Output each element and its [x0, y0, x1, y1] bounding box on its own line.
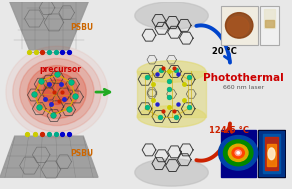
Ellipse shape [227, 17, 249, 36]
Bar [259, 131, 284, 176]
Text: 124.5 °C: 124.5 °C [209, 126, 249, 135]
Ellipse shape [235, 150, 241, 156]
Text: PSBU: PSBU [71, 23, 94, 32]
Text: Photothermal: Photothermal [203, 73, 284, 83]
Ellipse shape [27, 66, 86, 119]
Ellipse shape [6, 46, 108, 138]
Ellipse shape [228, 144, 248, 161]
Ellipse shape [135, 2, 208, 29]
Ellipse shape [137, 106, 206, 127]
Ellipse shape [225, 13, 253, 38]
Bar [263, 134, 280, 174]
Bar [265, 19, 274, 27]
Text: 20 °C: 20 °C [212, 47, 237, 56]
Ellipse shape [135, 159, 208, 186]
Ellipse shape [20, 59, 94, 125]
Ellipse shape [219, 136, 258, 170]
Ellipse shape [35, 73, 79, 112]
Bar [265, 137, 278, 170]
Ellipse shape [13, 52, 101, 132]
Ellipse shape [237, 152, 239, 154]
Ellipse shape [223, 140, 253, 166]
Ellipse shape [137, 61, 206, 82]
Ellipse shape [43, 80, 71, 104]
Ellipse shape [232, 147, 244, 158]
Bar [260, 6, 279, 45]
Bar [220, 130, 256, 177]
Bar [267, 144, 277, 166]
Polygon shape [0, 136, 98, 177]
Bar [264, 9, 275, 28]
Text: PSBU: PSBU [71, 149, 94, 158]
Text: precursor: precursor [39, 65, 81, 74]
Polygon shape [10, 2, 88, 50]
Ellipse shape [268, 148, 275, 160]
Text: 660 nm laser: 660 nm laser [223, 85, 264, 90]
Bar [258, 130, 285, 177]
Bar [220, 6, 258, 45]
Bar [137, 71, 206, 117]
